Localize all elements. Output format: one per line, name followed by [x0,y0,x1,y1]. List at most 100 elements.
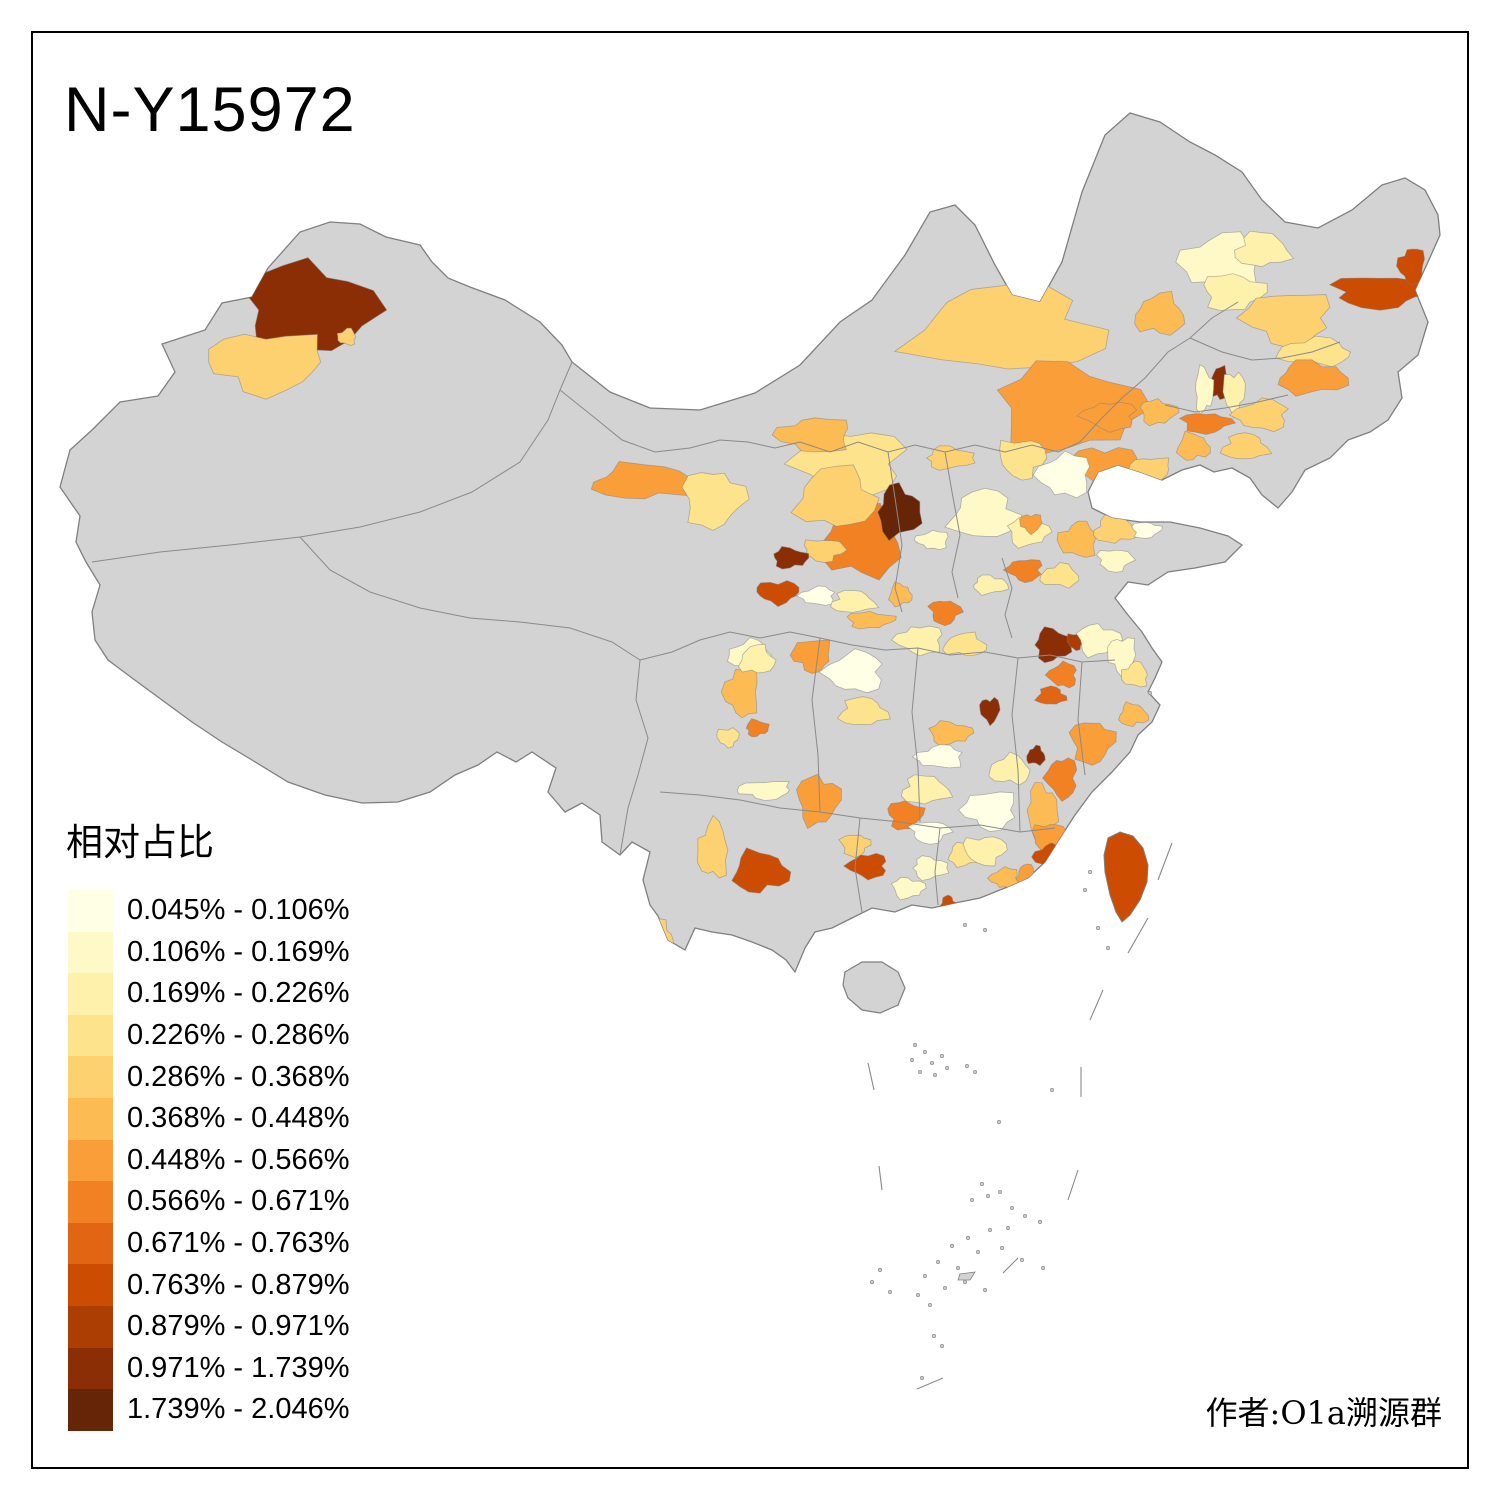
small-island-dot [1009,1206,1014,1211]
legend-label: 0.286% - 0.368% [127,1060,350,1093]
legend-swatch [68,1014,113,1057]
map-region-patch [942,631,988,656]
legend-swatch [68,931,113,974]
map-region-patch [796,773,842,830]
map-region-patch [1120,660,1148,688]
small-island-dot [917,1070,922,1075]
small-island-dot [909,1058,914,1063]
map-region-patch [696,814,729,879]
legend-title: 相对占比 [66,821,214,864]
small-island-dot [932,1073,937,1078]
legend-row: 0.671% - 0.763% [68,1222,349,1265]
map-region-patch [1096,549,1137,573]
legend-row: 0.448% - 0.566% [68,1139,349,1182]
map-region-patch [1044,660,1077,689]
map-region-patch [900,774,954,805]
legend-row: 0.971% - 1.739% [68,1347,349,1390]
map-region-patch [737,780,791,802]
map-region-patch [1139,398,1180,427]
map-region-patch [1042,757,1078,802]
legend-label: 0.879% - 0.971% [127,1310,350,1343]
taiwan-island [1103,831,1149,923]
map-region-patch [957,791,1016,832]
small-island-dot [964,1064,969,1069]
map-region-patch [925,445,976,471]
legend-swatch [68,1264,113,1306]
region-patches [208,230,1440,960]
legend-row: 0.368% - 0.448% [68,1097,350,1140]
legend-swatch [68,1139,113,1182]
map-region-patch [890,876,927,901]
map-region-patch [1118,701,1150,728]
sea-boundary-dash [1089,989,1104,1021]
legend-row: 0.286% - 0.368% [68,1056,349,1098]
map-region-patch [1056,520,1096,558]
small-island-dot [975,1250,980,1255]
hainan-island [842,961,906,1014]
small-island-dot [982,927,987,932]
small-island-dot [919,1376,924,1381]
small-island-dot [972,1070,977,1075]
map-region-patch [1203,273,1268,311]
small-island-dot [869,1280,874,1285]
map-region-patch [973,574,1010,596]
small-island-dot [912,1043,917,1048]
small-island-dot [939,1054,944,1059]
small-island-dot [965,1236,970,1241]
map-region-patch [830,590,880,613]
legend-label: 0.368% - 0.448% [127,1102,350,1135]
map-region-patch [790,464,880,527]
map-region-patch [1175,430,1211,461]
map-region-patch [818,648,883,694]
small-island-dot [969,1198,974,1203]
map-region-patch [1219,432,1273,460]
map-region-patch [888,581,913,608]
small-island-dot [996,1120,1001,1125]
map-region-patch [890,625,943,657]
map-region-patch [962,836,1008,867]
small-island-dot [1050,1088,1055,1093]
legend-swatch [68,1305,113,1348]
map-region-patch [1131,522,1163,539]
map-region-patch [1328,277,1440,311]
small-island-dot [877,1268,882,1273]
map-region-patch [979,696,1001,727]
legend-swatch [68,1222,113,1265]
small-island-dot [929,1061,934,1066]
map-region-patch [1033,685,1068,705]
map-region-patch [208,333,322,400]
small-island-dot [944,1066,949,1071]
map-region-patch [789,639,831,674]
small-island-dot [962,922,967,927]
small-island-dot [922,1274,927,1279]
small-island-dot [1022,1214,1027,1219]
map-region-patch [912,855,950,882]
legend-label: 0.106% - 0.169% [127,935,350,968]
legend-label: 0.566% - 0.671% [127,1185,350,1218]
small-island-dot [935,1260,940,1265]
legend-swatch [68,1347,113,1390]
map-region-patch [1128,457,1170,486]
small-island-dot [931,1334,936,1339]
legend-swatch [68,973,113,1015]
map-region-patch [737,643,777,674]
map-region-patch [996,360,1153,457]
small-island-dot [999,1246,1004,1251]
legend-rows: 0.045% - 0.106% 0.106% - 0.169% 0.169% - 0… [68,890,349,1431]
small-island-dot [942,1286,947,1291]
legend-label: 0.226% - 0.286% [127,1019,350,1052]
small-island-dot [1148,690,1153,695]
map-region-patch [842,853,887,881]
legend-swatch [68,890,113,932]
map-region-patch [913,529,949,551]
map-region-patch [716,727,740,749]
map-region-patch [836,696,891,726]
legend-label: 0.169% - 0.226% [127,977,350,1010]
map-region-patch [803,539,848,563]
legend-row: 0.045% - 0.106% [68,890,349,932]
map-region-patch [877,482,923,542]
small-island-dot [1041,1266,1046,1271]
sea-boundary-dash [878,1165,883,1191]
small-island-dot [887,1290,892,1295]
